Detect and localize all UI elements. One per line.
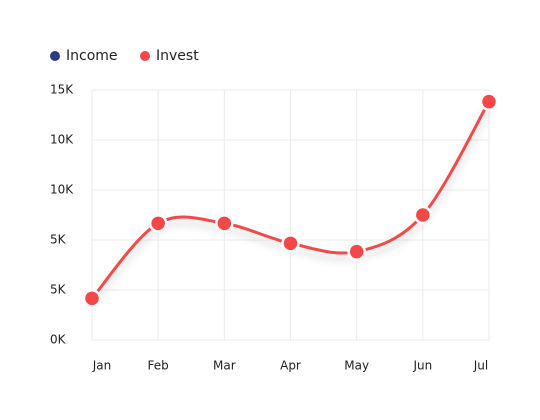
legend-label: Invest <box>156 48 199 64</box>
data-point <box>215 214 234 233</box>
data-point <box>413 205 433 225</box>
x-tick-label: Apr <box>280 359 301 373</box>
y-tick-label: 10K <box>50 133 74 147</box>
y-tick-label: 15K <box>50 83 74 97</box>
x-tick-label: Mar <box>213 359 236 373</box>
data-point <box>347 242 366 261</box>
legend-marker <box>50 51 60 61</box>
x-tick-label: Jul <box>473 359 488 373</box>
y-tick-label: 5K <box>50 283 67 297</box>
data-point <box>82 289 102 308</box>
legend-label: Income <box>66 48 118 64</box>
x-tick-label: Jun <box>412 359 432 373</box>
x-tick-label: Feb <box>148 359 169 373</box>
y-tick-label: 5K <box>50 233 67 247</box>
data-point <box>281 234 300 253</box>
legend: Income Invest <box>50 48 199 64</box>
data-point <box>148 214 168 233</box>
y-tick-label: 10K <box>50 183 74 197</box>
legend-marker <box>140 51 150 61</box>
y-tick-label: 0K <box>50 333 67 347</box>
x-tick-label: May <box>344 359 369 373</box>
x-tick-label: Jan <box>92 359 112 373</box>
data-point <box>479 92 499 111</box>
